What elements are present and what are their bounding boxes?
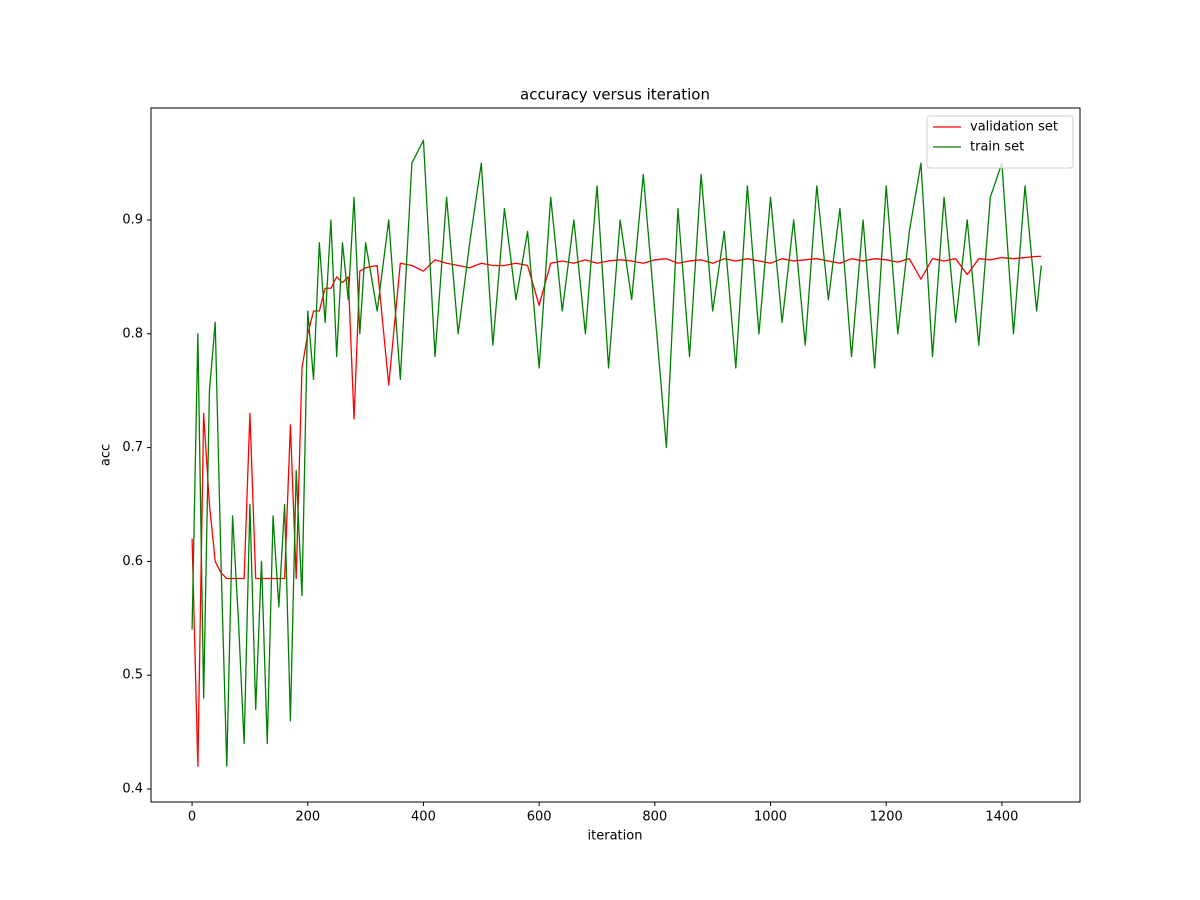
x-axis-label: iteration <box>588 829 643 844</box>
x-tick-label: 200 <box>295 810 320 825</box>
x-tick-label: 1000 <box>754 810 787 825</box>
plot-frame <box>150 107 1081 803</box>
x-tick-label: 1200 <box>870 810 903 825</box>
legend-label: train set <box>970 140 1024 155</box>
legend: validation set train set <box>926 115 1074 169</box>
legend-label: validation set <box>970 120 1058 135</box>
y-tick-label: 0.5 <box>122 668 143 683</box>
y-axis-label: acc <box>99 444 114 466</box>
y-tick-label: 0.4 <box>122 782 143 797</box>
legend-box <box>926 115 1074 169</box>
x-tick-label: 800 <box>642 810 667 825</box>
y-tick-label: 0.6 <box>122 554 143 569</box>
y-tick-label: 0.7 <box>122 440 143 455</box>
series-line <box>191 139 1042 767</box>
y-tick-label: 0.9 <box>122 212 143 227</box>
x-tick-label: 600 <box>527 810 552 825</box>
x-tick-label: 400 <box>411 810 436 825</box>
x-tick-label: 0 <box>188 810 196 825</box>
chart-title: accuracy versus iteration <box>520 86 710 104</box>
x-tick-label: 1400 <box>985 810 1018 825</box>
series-line <box>191 255 1042 767</box>
y-tick-label: 0.8 <box>122 326 143 341</box>
